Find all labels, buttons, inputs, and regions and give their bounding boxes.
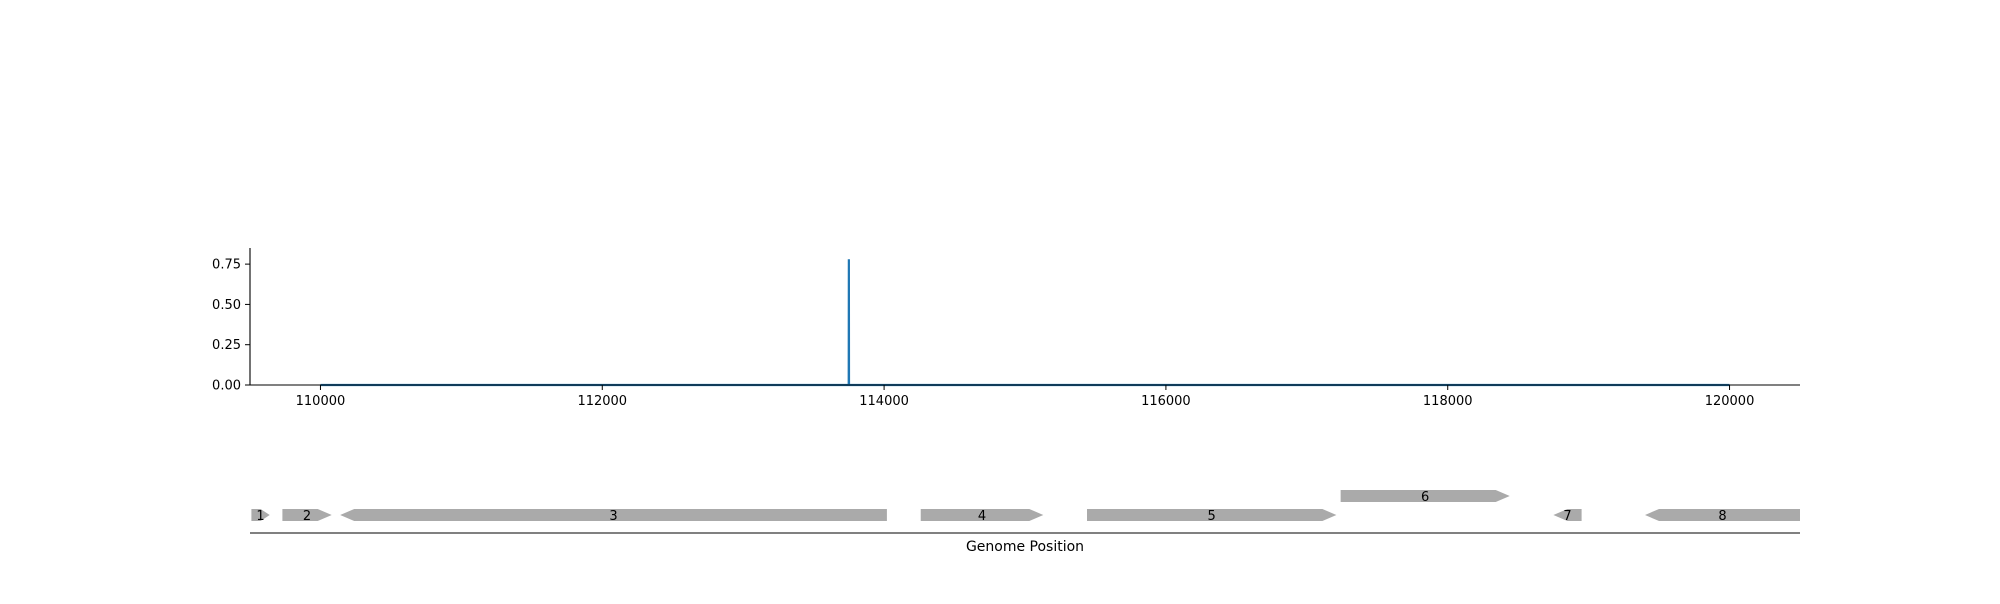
gene-arrow-8	[1645, 509, 1800, 521]
x-tick-label: 116000	[1141, 394, 1191, 409]
gene-arrow-5	[1087, 509, 1337, 521]
y-tick-label: 0.50	[212, 298, 241, 313]
gene-arrow-6	[1340, 490, 1510, 502]
x-tick-label: 118000	[1423, 394, 1473, 409]
gene-arrow-2	[282, 509, 332, 521]
gene-arrow-4	[920, 509, 1044, 521]
coverage-plot: 110000 112000 114000 116000 118000 120000 0.00…	[212, 248, 1800, 409]
x-tick-label: 120000	[1705, 394, 1755, 409]
y-tick-label: 0.25	[212, 338, 241, 353]
gene-label: 6	[1421, 490, 1429, 505]
x-tick-label: 110000	[296, 394, 346, 409]
gene-arrow-7	[1553, 509, 1582, 521]
gene-map: 1 2 3 4 5 6 7 8 Genome Position	[250, 490, 1800, 555]
x-axis-label: Genome Position	[966, 539, 1084, 555]
gene-label: 4	[978, 509, 986, 524]
gene-arrow-3	[340, 509, 887, 521]
x-tick-label: 114000	[859, 394, 909, 409]
gene-label: 8	[1718, 509, 1726, 524]
gene-arrow-1	[251, 509, 270, 521]
gene-label: 3	[609, 509, 617, 524]
gene-label: 5	[1208, 509, 1216, 524]
y-tick-label: 0.00	[212, 379, 241, 394]
x-tick-label: 112000	[577, 394, 627, 409]
y-tick-label: 0.75	[212, 258, 241, 273]
series-line-0	[320, 259, 1730, 387]
gene-label: 1	[256, 509, 264, 524]
gene-label: 7	[1563, 509, 1571, 524]
gene-label: 2	[303, 509, 311, 524]
